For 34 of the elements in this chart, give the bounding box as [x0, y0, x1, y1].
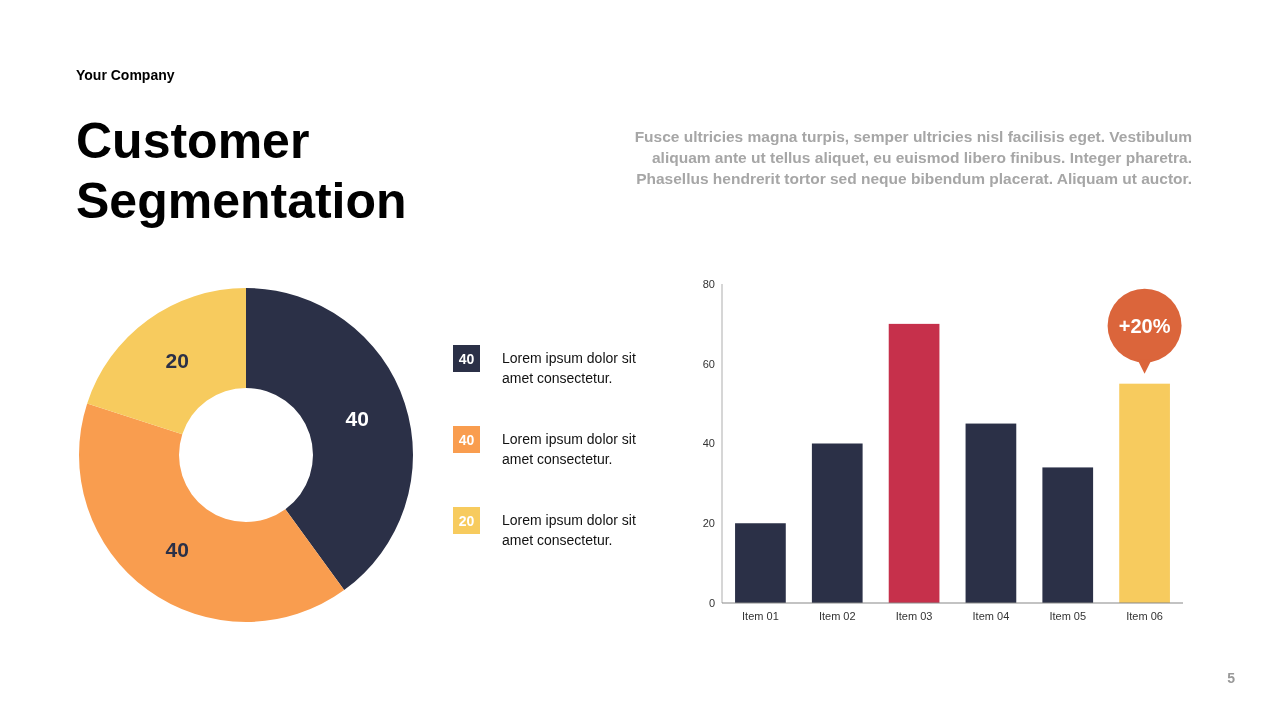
- bar: [1042, 467, 1094, 603]
- legend-label: Lorem ipsum dolor sit amet consectetur.: [502, 350, 636, 386]
- text: Your Company: [76, 67, 175, 83]
- text: 40: [458, 350, 475, 367]
- chart-subtitle: Fusce ultricies magna turpis, semper ultricies nisl facilisis eget. Vestibulum aliquam ante ut tellus aliquet, eu euismod libero finibus. Integer pharetra. Phasellus hendrerit tortor sed neque bibendum placerat. Aliquam ut auctor.: [634, 128, 1192, 187]
- x-tick-label: Item 03: [895, 610, 933, 622]
- y-tick-label: 60: [702, 357, 715, 370]
- y-tick-label: 40: [702, 437, 715, 450]
- bar: [1119, 383, 1170, 603]
- x-tick-label: Item 04: [972, 610, 1010, 622]
- y-tick-label: 0: [708, 596, 715, 609]
- text: 40: [458, 431, 475, 448]
- chart-title: Customer Segmentation: [76, 113, 407, 229]
- x-tick-label: Item 06: [1126, 610, 1163, 622]
- x-tick-label: Item 01: [742, 610, 779, 622]
- y-tick-label: 80: [702, 277, 715, 290]
- bar: [735, 523, 786, 603]
- annotation: +20%: [1118, 314, 1171, 337]
- x-tick-label: Item 02: [818, 610, 856, 622]
- text: 5: [1227, 670, 1236, 686]
- bar: [888, 323, 940, 603]
- donut-slice: [87, 288, 246, 435]
- y-tick-label: 20: [702, 517, 715, 530]
- slice-label: Lorem ipsum dolor sit amet consectetur.: [502, 512, 636, 548]
- data-label: 40: [165, 538, 189, 562]
- x-tick-label: Item 05: [1049, 610, 1087, 622]
- donut-slice: [246, 288, 413, 591]
- donut-slice: [79, 403, 345, 622]
- text: 20: [458, 512, 475, 529]
- bar: [965, 423, 1017, 603]
- data-label: 40: [345, 407, 369, 431]
- slice-label: Lorem ipsum dolor sit amet consectetur.: [502, 431, 636, 467]
- data-label: 20: [165, 348, 189, 372]
- bar: [811, 443, 863, 603]
